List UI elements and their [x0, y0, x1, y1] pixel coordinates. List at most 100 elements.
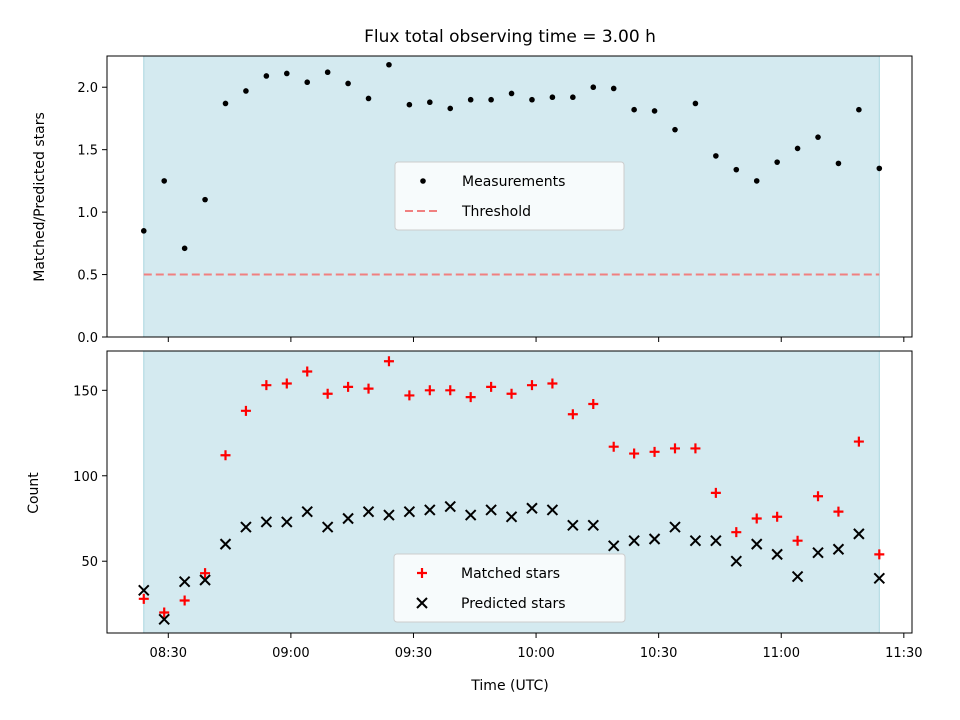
legend-label: Predicted stars — [461, 596, 566, 612]
top-y-axis-label: Matched/Predicted stars — [32, 112, 48, 282]
predicted-stars-point — [444, 500, 456, 513]
legend-x-marker — [416, 597, 428, 609]
predicted-stars-point — [526, 502, 538, 514]
matched-stars-point — [588, 398, 599, 409]
measurement-point — [161, 178, 168, 184]
measurement-point — [406, 101, 413, 108]
measurement-point — [794, 145, 801, 152]
bottom-legend — [393, 553, 626, 623]
bottom-axes-frame — [106, 350, 913, 634]
matched-stars-point — [445, 385, 456, 396]
measurement-point — [488, 96, 494, 103]
x-tick-label: 08:30 — [150, 646, 187, 661]
measurement-point — [140, 228, 147, 234]
predicted-stars-point — [648, 533, 661, 545]
predicted-stars-point — [178, 576, 191, 588]
measurement-point — [651, 108, 658, 114]
top-y-tick-label: 1.5 — [77, 144, 98, 159]
predicted-stars-point — [424, 504, 436, 516]
measurement-point — [386, 61, 392, 68]
measurement-point — [324, 69, 331, 76]
bottom-panel: 50 100 150 08:30 09:00 09:30 10:00 10:30 11:00 11… — [73, 350, 923, 661]
predicted-stars-point — [219, 538, 232, 550]
matched-stars-point — [281, 378, 292, 389]
matched-stars-point — [710, 487, 721, 498]
matched-stars-point — [608, 441, 619, 452]
top-legend — [394, 161, 625, 231]
measurement-point — [263, 73, 270, 79]
measurement-point — [692, 100, 699, 107]
predicted-stars-point — [321, 521, 334, 533]
measurement-point — [447, 105, 454, 112]
matched-stars-point — [404, 390, 415, 401]
predicted-stars-point — [383, 509, 395, 521]
measurement-point — [467, 96, 474, 103]
matched-stars-point — [772, 511, 783, 522]
matched-stars-point — [322, 388, 333, 399]
matched-stars-point — [669, 443, 680, 454]
measurement-point — [427, 99, 433, 106]
x-axis-label: Time (UTC) — [470, 678, 548, 694]
predicted-stars-point — [873, 572, 886, 585]
predicted-stars-point — [138, 584, 150, 596]
matched-stars-point — [138, 593, 149, 604]
predicted-stars-point — [853, 528, 865, 540]
measurement-point — [283, 70, 290, 77]
x-tick-label: 09:00 — [272, 646, 309, 661]
predicted-stars-point — [812, 546, 824, 559]
top-panel: 0.0 0.5 1.0 1.5 2.0 Measurements Threshold — [77, 55, 913, 346]
x-tick-label: 11:00 — [763, 646, 800, 661]
measurement-point — [202, 196, 208, 203]
measurement-point — [876, 165, 883, 172]
predicted-stars-point — [403, 505, 416, 518]
matched-stars-point — [833, 506, 844, 517]
measurement-point — [753, 178, 760, 184]
matched-stars-point — [649, 446, 660, 457]
measurement-point — [856, 106, 862, 113]
matched-stars-point — [424, 385, 435, 396]
measurement-point — [713, 153, 719, 159]
matched-stars-point — [690, 443, 701, 454]
matched-stars-point — [567, 409, 578, 420]
matched-stars-point — [751, 513, 762, 524]
x-tick-label: 10:30 — [640, 646, 677, 661]
matched-stars-point — [792, 535, 803, 546]
matched-stars-point — [302, 366, 313, 377]
measurement-point — [181, 245, 188, 252]
measurement-point — [610, 85, 617, 92]
predicted-stars-point — [240, 521, 252, 533]
measurement-point — [570, 94, 576, 101]
bottom-y-tick-label: 100 — [73, 470, 98, 485]
legend-plus-marker — [417, 568, 427, 578]
matched-stars-point — [363, 383, 374, 394]
measurement-point — [631, 106, 637, 113]
measurement-point — [815, 134, 821, 140]
predicted-stars-point — [301, 505, 313, 518]
matched-stars-point — [220, 450, 231, 461]
matched-stars-point — [200, 568, 211, 579]
measurement-point — [590, 84, 597, 91]
predicted-stars-point — [158, 613, 170, 626]
predicted-stars-point — [199, 574, 211, 586]
measurement-point — [733, 166, 740, 173]
measurement-point — [774, 159, 780, 165]
predicted-stars-point — [464, 509, 477, 521]
measurement-point — [835, 160, 842, 167]
measurement-point — [345, 80, 351, 87]
measurement-point — [365, 95, 372, 102]
bottom-y-tick-label: 50 — [81, 555, 98, 570]
legend-dot-marker — [420, 178, 426, 184]
measurement-point — [529, 96, 535, 103]
measurement-point — [243, 88, 249, 94]
matched-stars-point — [343, 381, 354, 392]
matched-stars-point — [853, 436, 864, 447]
legend-label: Threshold — [461, 204, 531, 220]
predicted-stars-point — [791, 570, 804, 583]
matched-stars-point — [486, 381, 497, 392]
predicted-stars-point — [567, 519, 579, 532]
predicted-stars-point — [485, 504, 497, 516]
measurement-point — [549, 94, 556, 101]
predicted-stars-point — [281, 516, 293, 528]
bottom-y-tick-label: 150 — [73, 384, 98, 399]
